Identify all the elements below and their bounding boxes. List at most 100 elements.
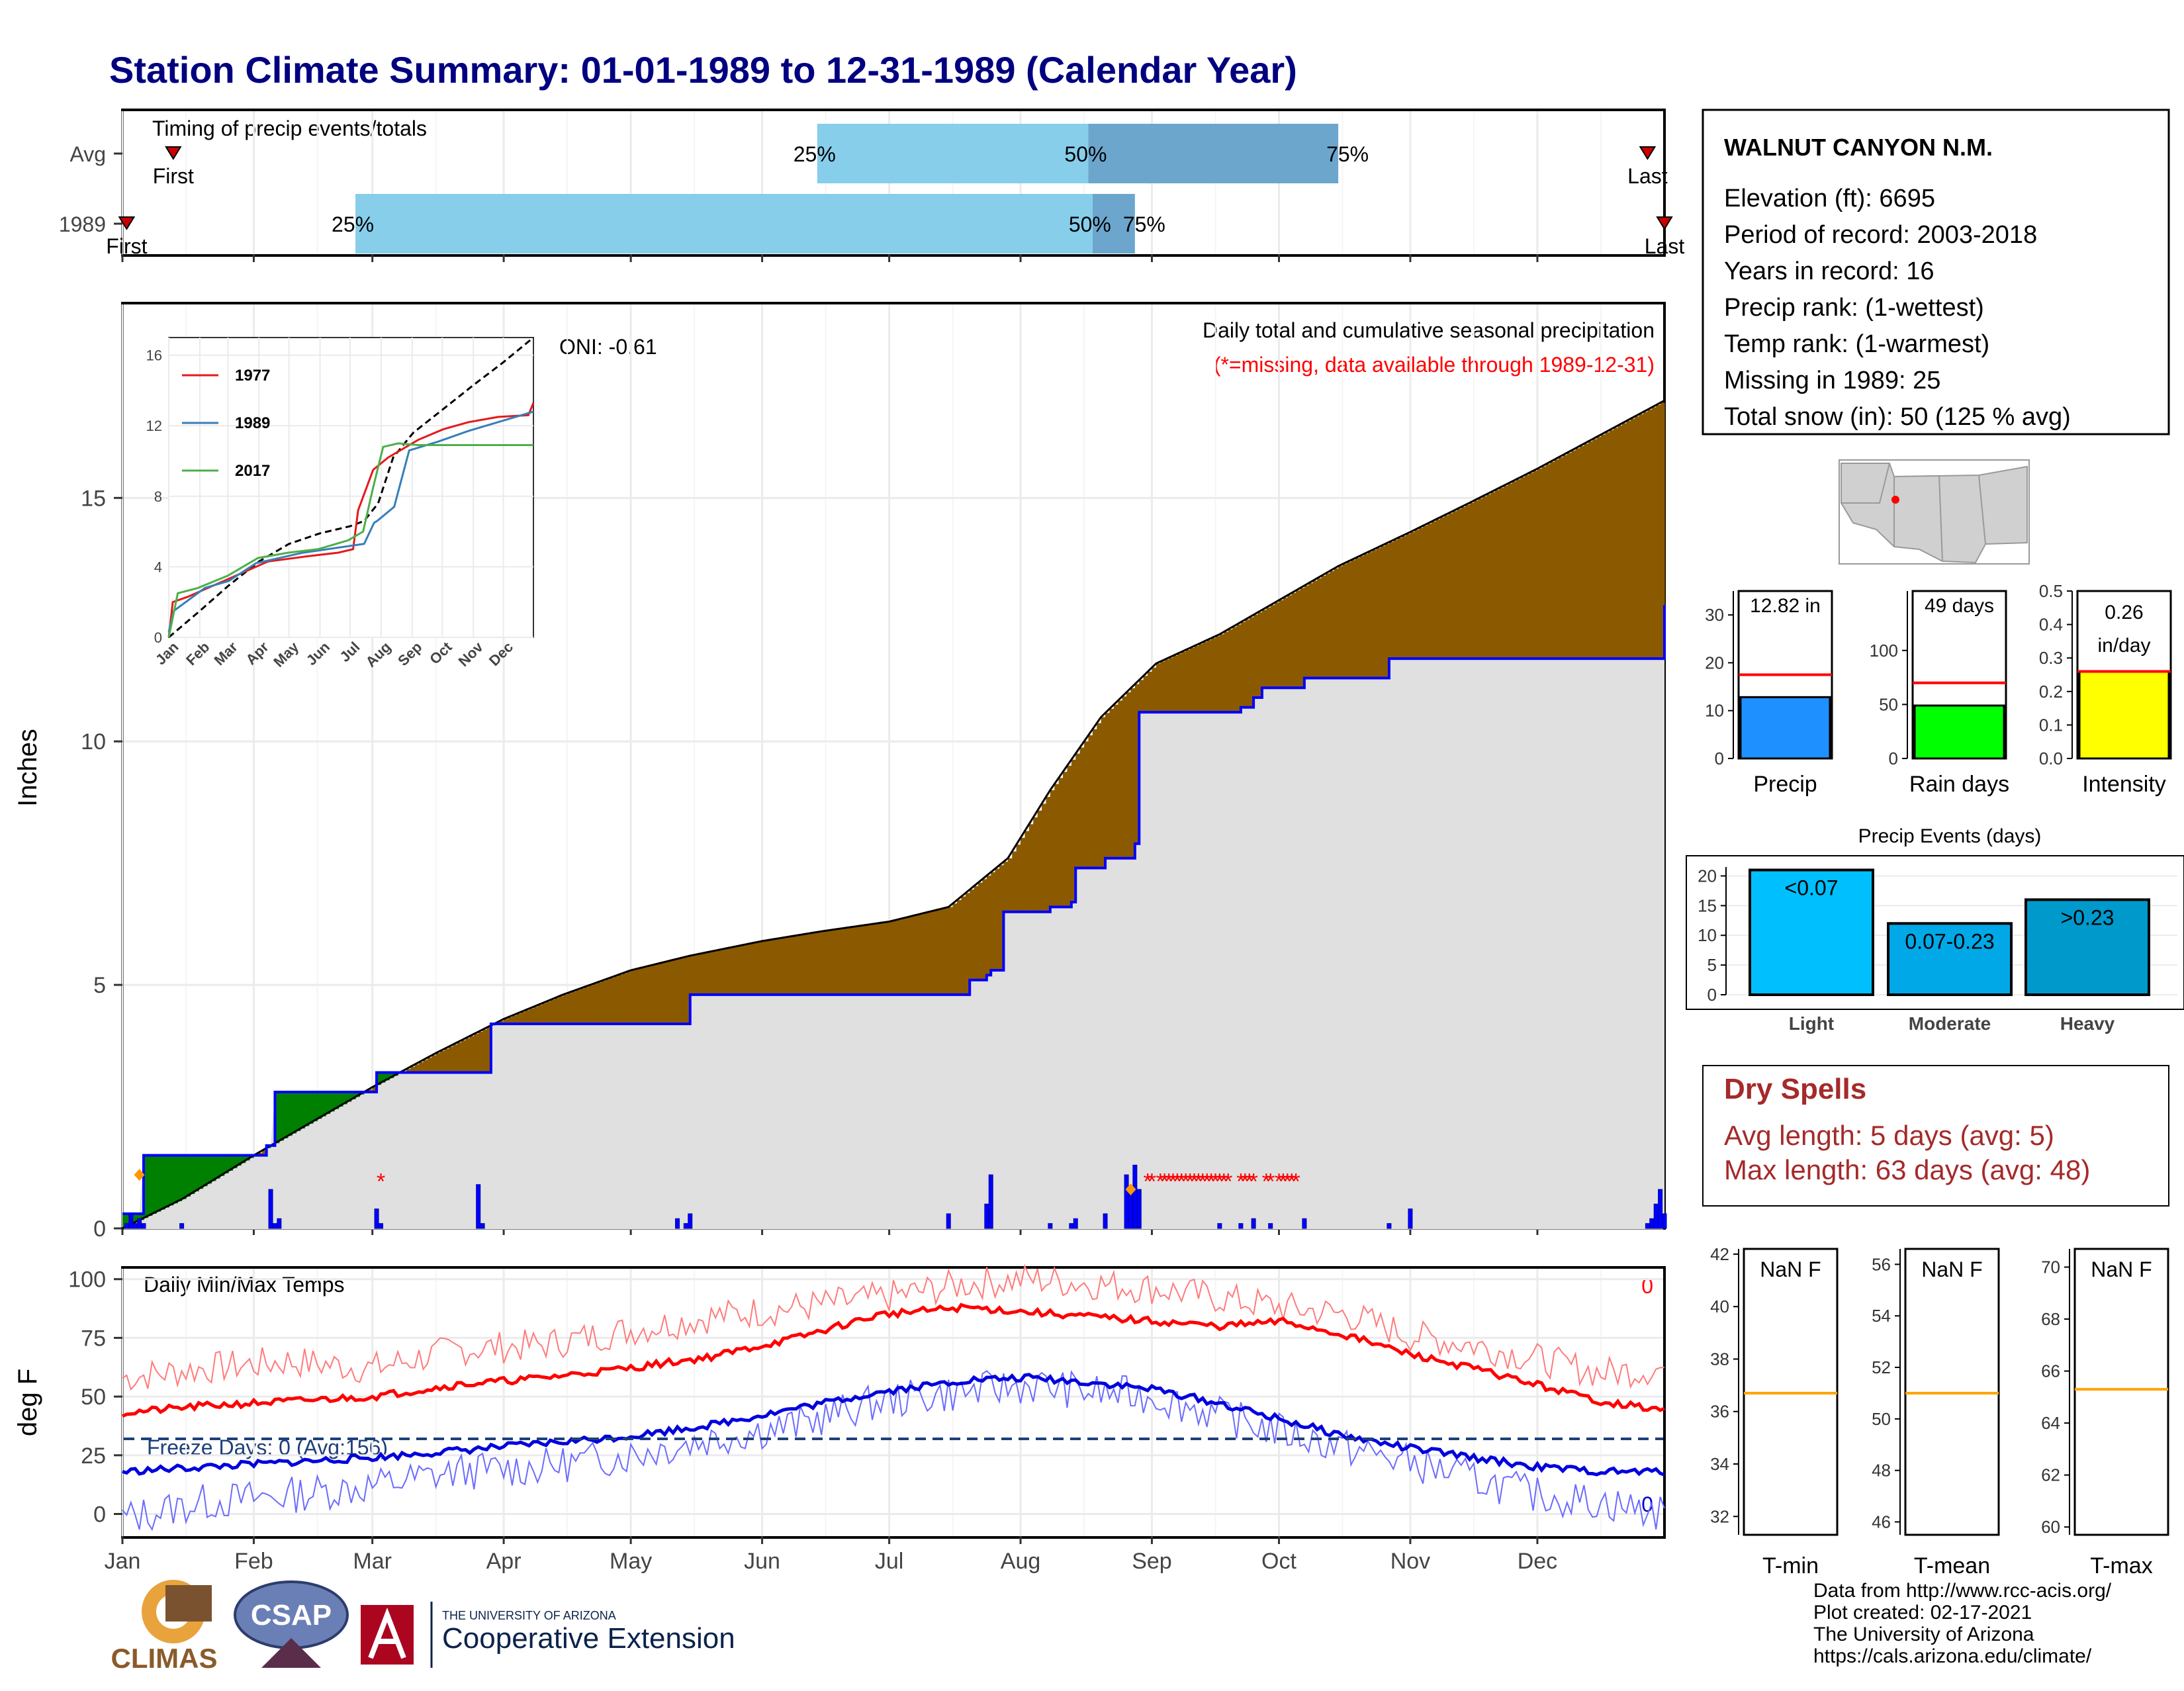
deficit-area [880,923,886,995]
deficit-area [783,937,788,995]
temp-summary-y-tick-label: 36 [1710,1402,1729,1422]
summary-y-tick-label: 0 [1889,749,1898,768]
deficit-area [940,909,945,995]
deficit-area [804,934,809,995]
station-name: WALNUT CANYON N.M. [1724,134,1993,161]
deficit-area [423,1060,428,1073]
surplus-area [199,1155,204,1189]
missing-marker: * [1283,1169,1292,1194]
deficit-area [533,1007,538,1024]
deficit-area [664,962,670,1024]
temp-frame [121,1266,1666,1539]
deficit-area [1245,619,1250,708]
deficit-area [1134,684,1140,844]
precip-panel: Inches Daily total and cumulative season… [13,302,1667,1242]
temp-y-tick-label: 25 [81,1443,106,1469]
deficit-area [1097,723,1102,868]
deficit-area [1101,717,1106,868]
deficit-area [622,973,627,1024]
deficit-area [1283,598,1288,688]
summary-y-tick-label: 0.2 [2039,682,2063,702]
deficit-area [825,931,831,995]
deficit-area [936,910,941,995]
month-label: Jul [875,1549,903,1574]
daily-precip-bar [272,1223,277,1229]
deficit-area [673,960,678,1024]
deficit-area [897,919,903,995]
events-bar-label: >0.23 [2061,905,2115,929]
timing-bar-50-75 [1088,124,1339,183]
deficit-area [1660,402,1665,659]
deficit-area [931,911,936,995]
csap-mountain-icon [261,1638,321,1668]
deficit-area [1452,511,1457,659]
min-count-label: 0 [1641,1492,1653,1516]
temp-summary-label: T-min [1762,1553,1819,1578]
deficit-area [681,958,686,1024]
deficit-area [550,999,555,1024]
deficit-area [923,913,928,995]
deficit-area [999,865,1005,971]
missing-marker: * [1194,1169,1203,1194]
inset-y-tick-label: 12 [146,418,162,434]
station-frame [1702,109,2170,435]
summary-y-tick-label: 0.0 [2039,749,2063,768]
missing-marker: * [1266,1169,1275,1194]
summary-y-tick-label: 0.5 [2039,581,2063,601]
deficit-area [1122,696,1127,858]
ua-small-text: THE UNIVERSITY OF ARIZONA [442,1609,616,1622]
surplus-area [207,1155,212,1184]
deficit-area [631,970,636,1024]
deficit-area [529,1008,534,1024]
daily-precip-bar [683,1223,688,1229]
deficit-area [1592,439,1598,659]
deficit-area [961,896,966,995]
temp-y-tick-label: 75 [81,1326,106,1351]
footer-line: Data from http://www.rcc-acis.org/ [1813,1580,2112,1602]
deficit-area [901,918,907,995]
deficit-area [986,876,991,976]
station-line: Elevation (ft): 6695 [1724,185,1935,212]
deficit-area [758,942,763,995]
summary-y-tick-label: 0.1 [2039,715,2063,735]
deficit-area [711,951,716,995]
deficit-area [1143,676,1148,713]
surplus-area [228,1155,234,1171]
missing-marker: * [1160,1169,1169,1194]
summary-bars: 0 10 20 30 Precip 12.82 in 0 50 100 Rain days 49 d… [1705,581,2172,797]
missing-marker: * [1156,1169,1165,1194]
deficit-area [1088,735,1093,868]
timing-marker [165,146,182,160]
month-label: Feb [234,1549,273,1574]
avg-max-line [121,1303,1665,1418]
events-bar [1887,922,2013,996]
deficit-area [1482,496,1487,659]
surplus-area [156,1155,161,1212]
deficit-area [1312,580,1318,678]
deficit-area [952,903,958,995]
deficit-area [1021,837,1026,912]
deficit-area [1228,629,1233,713]
surplus-area [177,1155,183,1202]
deficit-area [1063,772,1068,907]
deficit-area [1647,409,1653,659]
inset-y-tick-label: 8 [154,488,162,505]
daily-precip-bar [946,1213,951,1229]
surplus-area [211,1155,216,1181]
deficit-area [525,1010,530,1024]
surplus-area [236,1155,242,1166]
deficit-area [813,933,818,995]
missing-marker: * [1206,1169,1215,1194]
precip-y-tick-label: 10 [81,729,106,754]
deficit-area [970,890,975,980]
deficit-area [1148,671,1153,713]
deficit-area [1075,753,1081,868]
deficit-area [1270,605,1275,688]
daily-precip-bar [1251,1218,1256,1229]
daily-precip-bar [1662,1213,1667,1229]
map-state-borders [1841,463,1986,562]
precip-chart-title: Daily total and cumulative seasonal prec… [1203,318,1655,342]
timing-p25-label: 25% [332,212,374,236]
deficit-area [1050,790,1055,907]
deficit-area [868,925,873,995]
